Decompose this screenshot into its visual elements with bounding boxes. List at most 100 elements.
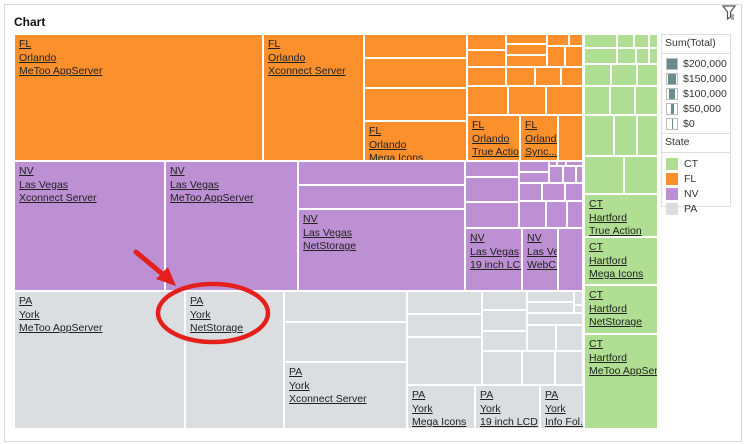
legend-color-item[interactable]: FL — [662, 171, 730, 186]
tile-label-product[interactable]: Mega Icons — [412, 416, 467, 428]
treemap-tile[interactable] — [465, 161, 519, 177]
tile-label-product[interactable]: NetStorage — [303, 240, 357, 252]
tile-label-city[interactable]: York — [289, 379, 310, 392]
tile-label-city[interactable]: Orlando — [369, 138, 407, 151]
treemap-tile[interactable] — [467, 67, 506, 86]
tile-label-city[interactable]: Orlando — [268, 51, 306, 64]
treemap-tile[interactable] — [569, 34, 583, 46]
tile-label-product[interactable]: MeToo AppServer — [19, 322, 103, 334]
legend-color-item[interactable]: NV — [662, 186, 730, 201]
tile-label-state[interactable]: FL — [369, 125, 382, 137]
treemap-tile[interactable] — [364, 58, 467, 88]
treemap-tile[interactable] — [649, 48, 658, 64]
treemap-tile[interactable] — [610, 86, 635, 115]
treemap-tile[interactable] — [519, 161, 549, 172]
tile-label-city[interactable]: York — [190, 308, 211, 321]
tile-label-city[interactable]: Hartford — [589, 351, 627, 364]
tile-label-state[interactable]: NV — [19, 165, 34, 177]
tile-label-state[interactable]: PA — [289, 366, 303, 378]
filter-icon[interactable] — [721, 5, 737, 26]
tile-label-state[interactable]: PA — [190, 295, 204, 307]
treemap-tile[interactable] — [649, 34, 658, 48]
treemap-tile[interactable] — [364, 88, 467, 121]
treemap-tile[interactable] — [624, 156, 658, 194]
tile-label-product[interactable]: 19 inch LCD — [470, 259, 521, 271]
tile-label-state[interactable]: FL — [19, 38, 32, 50]
treemap-tile[interactable] — [467, 86, 508, 115]
tile-label-city[interactable]: Las Vegas — [19, 178, 69, 191]
treemap-tile[interactable] — [547, 46, 565, 67]
tile-label-city[interactable]: Las Vegas — [303, 226, 353, 239]
tile-label-city[interactable]: Orlando — [525, 132, 557, 145]
treemap-tile[interactable] — [635, 86, 658, 115]
tile-label-city[interactable]: Las Vegas — [470, 245, 520, 258]
treemap-tile[interactable] — [482, 351, 522, 385]
legend-color-item[interactable]: CT — [662, 156, 730, 171]
treemap-tile[interactable] — [558, 228, 583, 291]
treemap-tile[interactable] — [508, 86, 546, 115]
treemap-tile[interactable] — [364, 34, 467, 58]
tile-label-state[interactable]: NV — [303, 213, 318, 225]
treemap-tile[interactable] — [519, 201, 546, 228]
tile-label-state[interactable]: NV — [470, 232, 485, 244]
treemap-tile-labeled[interactable]: FL Orlando Xconnect Server — [263, 34, 364, 161]
tile-label-product[interactable]: MeToo AppServer — [170, 192, 254, 204]
tile-label-state[interactable]: PA — [545, 389, 559, 401]
tile-label-product[interactable]: WebC... — [527, 259, 558, 271]
treemap-tile[interactable] — [467, 50, 506, 67]
treemap-tile[interactable] — [407, 291, 482, 314]
tile-label-state[interactable]: NV — [170, 165, 185, 177]
treemap-tile[interactable] — [284, 322, 407, 362]
treemap-tile[interactable] — [407, 314, 482, 337]
treemap-tile-labeled[interactable]: PA York Mega Icons — [407, 385, 475, 429]
treemap-tile[interactable] — [558, 115, 583, 161]
tile-label-product[interactable]: Info Fol... — [545, 416, 583, 428]
treemap-tile[interactable] — [634, 34, 649, 48]
treemap-tile[interactable] — [584, 115, 614, 156]
treemap-tile[interactable] — [574, 305, 583, 313]
tile-label-product[interactable]: MeToo AppServer — [19, 65, 103, 77]
treemap-tile-labeled[interactable]: NV Las Vegas MeToo AppServer — [165, 161, 298, 291]
tile-label-city[interactable]: Hartford — [589, 302, 627, 315]
treemap-tile[interactable] — [407, 337, 482, 385]
treemap-tile-labeled[interactable]: FL Orlando True Action — [467, 115, 520, 161]
tile-label-state[interactable]: FL — [525, 119, 538, 131]
tile-label-city[interactable]: Las Vegas — [170, 178, 220, 191]
tile-label-state[interactable]: NV — [527, 232, 542, 244]
tile-label-state[interactable]: CT — [589, 289, 603, 301]
treemap-tile[interactable] — [298, 161, 465, 185]
treemap-tile[interactable] — [584, 64, 611, 86]
treemap-tile[interactable] — [482, 310, 527, 331]
tile-label-product[interactable]: Xconnect Server — [289, 393, 367, 405]
tile-label-state[interactable]: FL — [472, 119, 485, 131]
treemap-tile[interactable] — [546, 86, 583, 115]
treemap-tile[interactable] — [527, 302, 574, 313]
treemap-tile[interactable] — [547, 34, 569, 46]
treemap-tile[interactable] — [637, 64, 658, 86]
tile-label-state[interactable]: FL — [268, 38, 281, 50]
treemap-tile[interactable] — [519, 172, 549, 183]
tile-label-city[interactable]: York — [480, 402, 501, 415]
tile-label-product[interactable]: True Action — [589, 225, 642, 237]
treemap-tile[interactable] — [506, 55, 547, 67]
treemap-tile-labeled[interactable]: FL Orlando Mega Icons — [364, 121, 467, 161]
tile-label-city[interactable]: Orlando — [472, 132, 510, 145]
treemap-tile[interactable] — [549, 166, 563, 183]
treemap-tile[interactable] — [563, 166, 576, 183]
treemap-tile[interactable] — [522, 351, 555, 385]
treemap-tile-labeled[interactable]: CT Hartford True Action — [584, 194, 658, 237]
tile-label-state[interactable]: CT — [589, 198, 603, 210]
tile-label-city[interactable]: Las Ve... — [527, 245, 558, 258]
treemap-tile[interactable] — [527, 291, 574, 302]
treemap-tile[interactable] — [574, 291, 583, 305]
treemap-tile[interactable] — [549, 161, 557, 166]
treemap-tile[interactable] — [542, 183, 565, 201]
tile-label-product[interactable]: Xconnect Server — [19, 192, 97, 204]
treemap-tile[interactable] — [576, 166, 583, 183]
treemap-tile[interactable] — [556, 325, 583, 351]
tile-label-product[interactable]: NetStorage — [190, 322, 244, 334]
